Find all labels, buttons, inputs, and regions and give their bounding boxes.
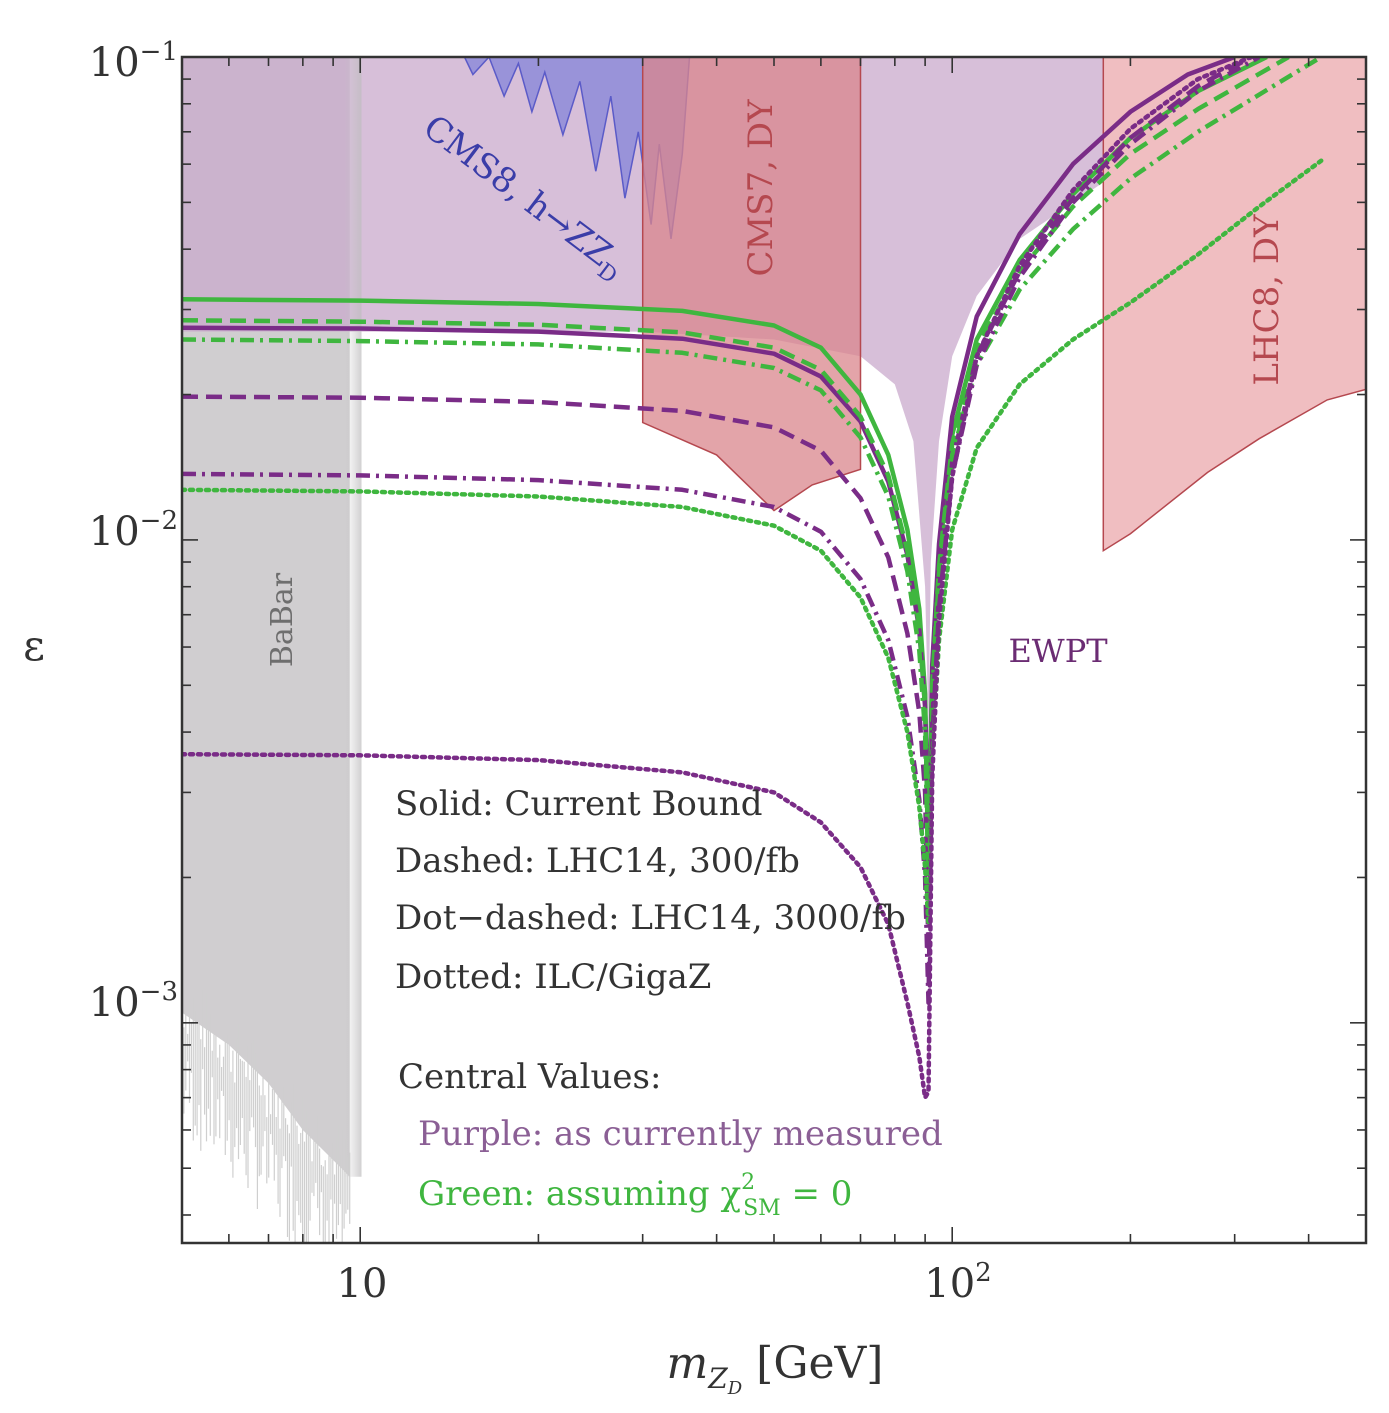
y-tick-label-0.1: 10−1 bbox=[89, 37, 178, 86]
y-axis-label: ε bbox=[23, 621, 45, 670]
bound-curves bbox=[182, 57, 1324, 1100]
y-tick-label-0.01: 10−2 bbox=[89, 506, 178, 555]
legend-dashed: Dashed: LHC14, 300/fb bbox=[395, 841, 800, 881]
lhc8-label: LHC8, DY bbox=[1247, 214, 1287, 386]
region-lhc8-dy bbox=[1102, 57, 1366, 553]
x-tick-label-10: 10 bbox=[337, 1261, 388, 1307]
legend-dotdashed: Dot−dashed: LHC14, 3000/fb bbox=[395, 898, 906, 938]
region-cms7-dy bbox=[641, 57, 862, 512]
legend-dotted: Dotted: ILC/GigaZ bbox=[395, 957, 711, 997]
x-tick-label-100: 102 bbox=[924, 1258, 991, 1307]
babar-noise-band bbox=[182, 57, 362, 1243]
axis-ticks bbox=[181, 56, 1367, 1243]
ewpt-label: EWPT bbox=[1008, 632, 1108, 670]
curve-dashed-lhc14-300-fb-green bbox=[182, 57, 1290, 870]
curve-dotted-ilc-gigaz-purple bbox=[182, 57, 1254, 1100]
excluded-regions bbox=[182, 57, 1366, 1177]
legend-green-note: Green: assuming χ2 SM = 0 bbox=[418, 1170, 852, 1221]
curve-dot-dashed-lhc14-3000-fb-green bbox=[182, 57, 1323, 891]
region-babar bbox=[182, 57, 350, 1177]
legend-central-heading: Central Values: bbox=[398, 1057, 661, 1097]
legend: Solid: Current Bound Dashed: LHC14, 300/… bbox=[395, 784, 943, 1221]
curve-dotted-ilc-gigaz-green bbox=[182, 158, 1324, 927]
curve-dashed-lhc14-300-fb-purple bbox=[182, 57, 1253, 955]
legend-purple-note: Purple: as currently measured bbox=[418, 1114, 943, 1154]
x-axis-label: mZD [GeV] bbox=[667, 1338, 884, 1399]
babar-edge-strip bbox=[344, 57, 362, 1177]
legend-solid: Solid: Current Bound bbox=[395, 784, 762, 824]
cms7-label: CMS7, DY bbox=[741, 99, 781, 277]
y-tick-label-0.001: 10−3 bbox=[89, 977, 178, 1026]
babar-label: BaBar bbox=[265, 572, 300, 667]
region-ewpt bbox=[182, 57, 1104, 733]
